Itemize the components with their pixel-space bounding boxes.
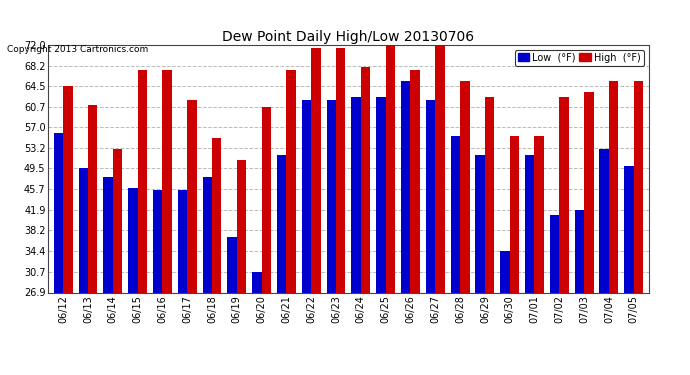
Bar xyxy=(451,135,460,292)
Bar xyxy=(286,70,296,292)
Bar xyxy=(112,149,122,292)
Bar xyxy=(475,155,485,292)
Legend: Low  (°F), High  (°F): Low (°F), High (°F) xyxy=(515,50,644,66)
Bar xyxy=(336,48,346,292)
Bar xyxy=(500,251,510,292)
Bar xyxy=(584,92,593,292)
Bar xyxy=(187,100,197,292)
Bar xyxy=(550,215,560,292)
Bar xyxy=(525,155,535,292)
Bar xyxy=(54,133,63,292)
Bar xyxy=(253,272,262,292)
Bar xyxy=(351,97,361,292)
Bar xyxy=(485,97,494,292)
Bar xyxy=(228,237,237,292)
Bar xyxy=(203,177,212,292)
Bar xyxy=(237,160,246,292)
Bar xyxy=(411,70,420,292)
Bar xyxy=(535,135,544,292)
Bar xyxy=(401,81,411,292)
Text: Copyright 2013 Cartronics.com: Copyright 2013 Cartronics.com xyxy=(7,45,148,54)
Bar xyxy=(575,210,584,292)
Bar xyxy=(600,149,609,292)
Bar xyxy=(311,48,321,292)
Bar xyxy=(426,100,435,292)
Bar xyxy=(302,100,311,292)
Bar xyxy=(79,168,88,292)
Bar xyxy=(128,188,137,292)
Bar xyxy=(609,81,618,292)
Bar xyxy=(386,45,395,292)
Bar xyxy=(376,97,386,292)
Bar xyxy=(178,190,187,292)
Bar xyxy=(212,138,221,292)
Bar xyxy=(277,155,286,292)
Bar xyxy=(262,107,271,292)
Bar xyxy=(510,135,519,292)
Bar xyxy=(88,105,97,292)
Bar xyxy=(137,70,147,292)
Bar xyxy=(460,81,469,292)
Bar xyxy=(162,70,172,292)
Bar xyxy=(435,45,444,292)
Bar xyxy=(624,166,633,292)
Bar xyxy=(633,81,643,292)
Title: Dew Point Daily High/Low 20130706: Dew Point Daily High/Low 20130706 xyxy=(222,30,475,44)
Bar xyxy=(153,190,162,292)
Bar xyxy=(104,177,112,292)
Bar xyxy=(361,67,371,292)
Bar xyxy=(560,97,569,292)
Bar xyxy=(326,100,336,292)
Bar xyxy=(63,86,72,292)
